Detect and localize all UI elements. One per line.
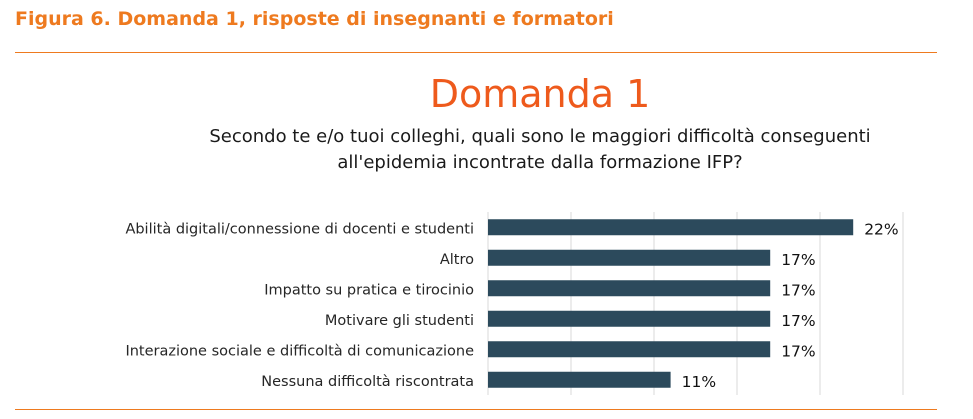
bar xyxy=(488,249,771,266)
data-label: 17% xyxy=(781,281,815,299)
category-label: Abilità digitali/connessione di docenti … xyxy=(125,221,474,237)
bar xyxy=(488,341,771,358)
bar xyxy=(488,280,771,297)
data-label: 22% xyxy=(864,220,898,238)
data-label: 17% xyxy=(781,251,815,269)
chart-subtitle: Secondo te e/o tuoi colleghi, quali sono… xyxy=(190,124,890,176)
chart-subtitle-line-2: all'epidemia incontrate dalla formazione… xyxy=(337,152,743,173)
bar xyxy=(488,219,854,236)
data-label: 17% xyxy=(781,312,815,330)
chart-title: Domanda 1 xyxy=(429,72,651,116)
category-label: Interazione sociale e difficoltà di comu… xyxy=(125,343,474,359)
category-label: Altro xyxy=(440,252,474,268)
chart-subtitle-line-1: Secondo te e/o tuoi colleghi, quali sono… xyxy=(209,126,871,147)
category-label: Impatto su pratica e tirocinio xyxy=(264,282,474,298)
figure-caption: Figura 6. Domanda 1, risposte di insegna… xyxy=(15,8,614,30)
bar xyxy=(488,310,771,327)
data-label: 17% xyxy=(781,342,815,360)
data-label: 11% xyxy=(682,373,716,391)
bar xyxy=(488,371,671,388)
bottom-divider xyxy=(15,409,937,410)
category-label: Motivare gli studenti xyxy=(325,313,474,329)
top-divider xyxy=(15,52,937,53)
category-label: Nessuna difficoltà riscontrata xyxy=(261,374,474,390)
